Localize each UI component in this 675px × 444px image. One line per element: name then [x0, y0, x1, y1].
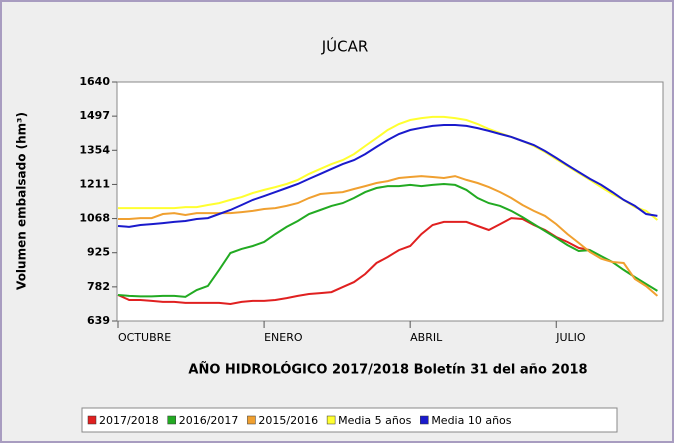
legend-swatch — [87, 415, 97, 425]
series-line — [117, 217, 591, 306]
x-tick-label: ENERO — [264, 331, 303, 344]
y-tick-label: 1068 — [79, 212, 110, 225]
legend-label: 2015/2016 — [258, 414, 318, 427]
x-tick-label: OCTUBRE — [118, 331, 171, 344]
y-tick-label: 782 — [87, 280, 110, 293]
legend-label: 2017/2018 — [99, 414, 159, 427]
y-tick-label: 1354 — [79, 143, 110, 156]
legend-swatch — [247, 415, 256, 425]
x-tick-label: ABRIL — [410, 331, 443, 344]
series-line — [117, 124, 658, 228]
series-line — [118, 175, 659, 297]
legend-label: 2016/2017 — [179, 414, 239, 427]
y-tick-label: 639 — [87, 314, 110, 327]
plot-area — [116, 81, 664, 322]
x-tick-label: JULIO — [555, 331, 586, 344]
chart-title: JÚCAR — [321, 37, 369, 56]
y-tick-label: 1497 — [79, 109, 110, 122]
y-tick-label: 1211 — [79, 177, 110, 190]
x-axis-label: AÑO HIDROLÓGICO 2017/2018 Boletín 31 del… — [188, 362, 587, 378]
legend-swatch — [420, 415, 429, 425]
series-line — [117, 182, 658, 298]
legend-swatch — [326, 415, 336, 425]
legend-swatch — [167, 415, 176, 425]
y-axis-label: Volumen embalsado (hm³) — [15, 112, 29, 290]
y-tick-label: 1640 — [79, 75, 110, 88]
y-tick-label: 925 — [87, 246, 110, 259]
legend-label: Media 5 años — [338, 414, 411, 427]
legend-label: Media 10 años — [431, 414, 511, 427]
